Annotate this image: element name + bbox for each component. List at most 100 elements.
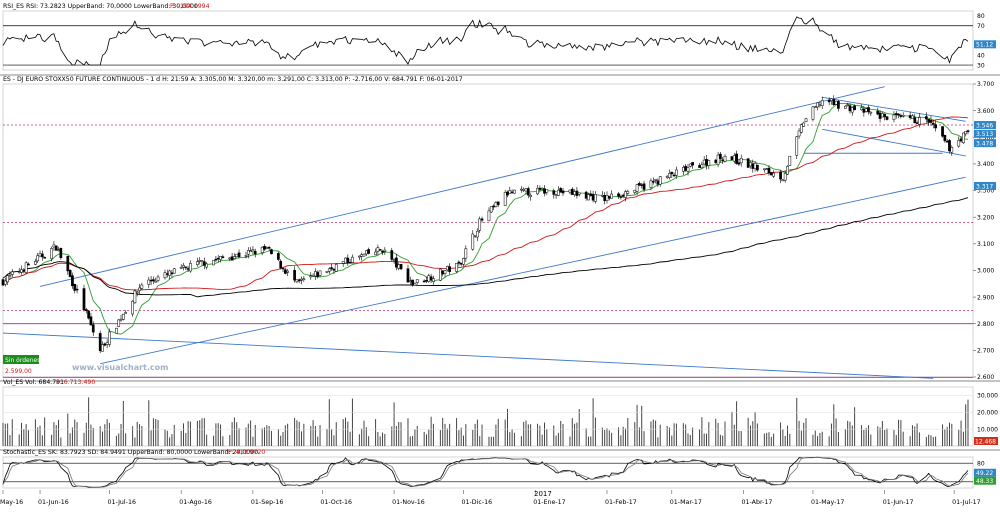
candle-body (149, 279, 153, 282)
volume-tick-label: 30.000 (977, 393, 998, 400)
volume-panel[interactable]: 30.000 20.000 10.000 12.468 (2, 393, 998, 446)
candle-body (883, 113, 887, 118)
candle-body (8, 274, 12, 277)
candle-body (214, 258, 218, 261)
candle-body (367, 249, 370, 254)
candle-body (198, 260, 202, 262)
price-header: ES - DJ EURO STOXX50 FUTURE CONTINUOUS -… (3, 76, 463, 83)
candle-body (464, 248, 468, 259)
candle-body (617, 193, 620, 197)
candle-body (103, 343, 107, 346)
candle-body (427, 275, 431, 282)
candle-body (478, 218, 482, 231)
stochastic-header: Stochastic_ES SK: 83.7923 SD: 84.9491 Up… (3, 449, 258, 456)
candle-body (545, 189, 549, 193)
candle-body (480, 218, 484, 221)
candle-body (457, 261, 461, 264)
candle-body (3, 280, 7, 285)
candle-body (573, 191, 576, 195)
candle-body (473, 235, 477, 237)
candle-body (172, 268, 176, 274)
candle-body (536, 187, 539, 195)
candle-body (179, 267, 183, 269)
candle-body (267, 247, 271, 249)
candle-body (66, 255, 70, 272)
candle-body (395, 257, 398, 268)
candle-body (779, 171, 782, 180)
candle-body (751, 163, 755, 169)
candle-body (846, 104, 850, 106)
candle-body (802, 122, 806, 127)
candle-body (316, 272, 320, 277)
candle-body (54, 245, 58, 251)
candle-body (781, 179, 785, 182)
candle-body (503, 192, 507, 206)
x-tick-label: May-16 (0, 499, 23, 506)
candle-body (804, 118, 808, 122)
candle-body (216, 257, 220, 260)
x-tick-label: 01-Feb-17 (605, 499, 637, 506)
candle-body (59, 247, 63, 258)
candle-body (739, 158, 743, 164)
candle-body (182, 265, 185, 268)
candle-body (508, 190, 512, 194)
candle-body (140, 284, 144, 289)
x-tick-label: 01-Ene-17 (533, 499, 565, 506)
candle-body (362, 253, 366, 257)
candle-body (73, 283, 77, 291)
candle-body (765, 168, 769, 170)
candle-body (510, 191, 514, 194)
candle-body (91, 324, 95, 333)
price-tick-label: 2.800 (977, 321, 994, 328)
candle-body (281, 267, 285, 270)
candle-body (432, 278, 435, 282)
candle-body (837, 100, 840, 109)
candle-body (302, 278, 306, 280)
candle-body (924, 116, 928, 120)
rsi-extra: P: -194.1994 (170, 3, 210, 10)
candle-body (163, 272, 167, 279)
candle-body (293, 269, 296, 281)
candle-body (251, 249, 255, 252)
candle-body (688, 163, 692, 167)
candle-body (559, 188, 563, 193)
candle-body (675, 169, 678, 176)
candle-body (309, 275, 313, 278)
candle-body (297, 279, 301, 282)
candle-body (168, 270, 171, 276)
panel-frame-price (2, 83, 974, 378)
rsi-header: RSI_ES RSI: 73.2823 UpperBand: 70,0000 L… (3, 3, 198, 10)
candle-body (445, 266, 449, 271)
x-tick-label: 01-Jun-16 (38, 499, 69, 506)
candle-body (189, 263, 192, 272)
candle-body (489, 206, 493, 213)
candle-body (672, 174, 676, 177)
candle-body (867, 107, 870, 113)
price-panel[interactable]: 3.700 3.600 3.500 3.400 3.300 3.200 3.100 3.000… (1, 81, 996, 381)
candle-body (929, 120, 933, 123)
candle-body (772, 172, 775, 177)
candle-body (524, 188, 528, 192)
rsi-line (2, 16, 969, 66)
candle-body (397, 264, 401, 269)
rsi-current-label: 51.12 (976, 42, 993, 49)
candle-body (557, 189, 560, 196)
candle-body (584, 191, 588, 199)
volume-current-label: 12.468 (975, 438, 996, 445)
rsi-panel[interactable]: 80 70 40 30 51.12 (2, 13, 996, 69)
candle-body (767, 167, 771, 174)
candle-body (219, 255, 222, 260)
x-tick-label: 01-Dic-16 (462, 499, 493, 506)
candle-body (186, 268, 190, 270)
last-price-label: 3.317 (976, 183, 993, 190)
candle-body (513, 189, 516, 194)
candle-body (6, 275, 9, 283)
panel-frame-rsi (2, 10, 974, 71)
candle-body (471, 233, 475, 250)
last-price-badge (974, 182, 996, 191)
candle-body (635, 184, 639, 192)
price-tick-label: 2.700 (977, 348, 994, 355)
candle-body (413, 283, 417, 286)
